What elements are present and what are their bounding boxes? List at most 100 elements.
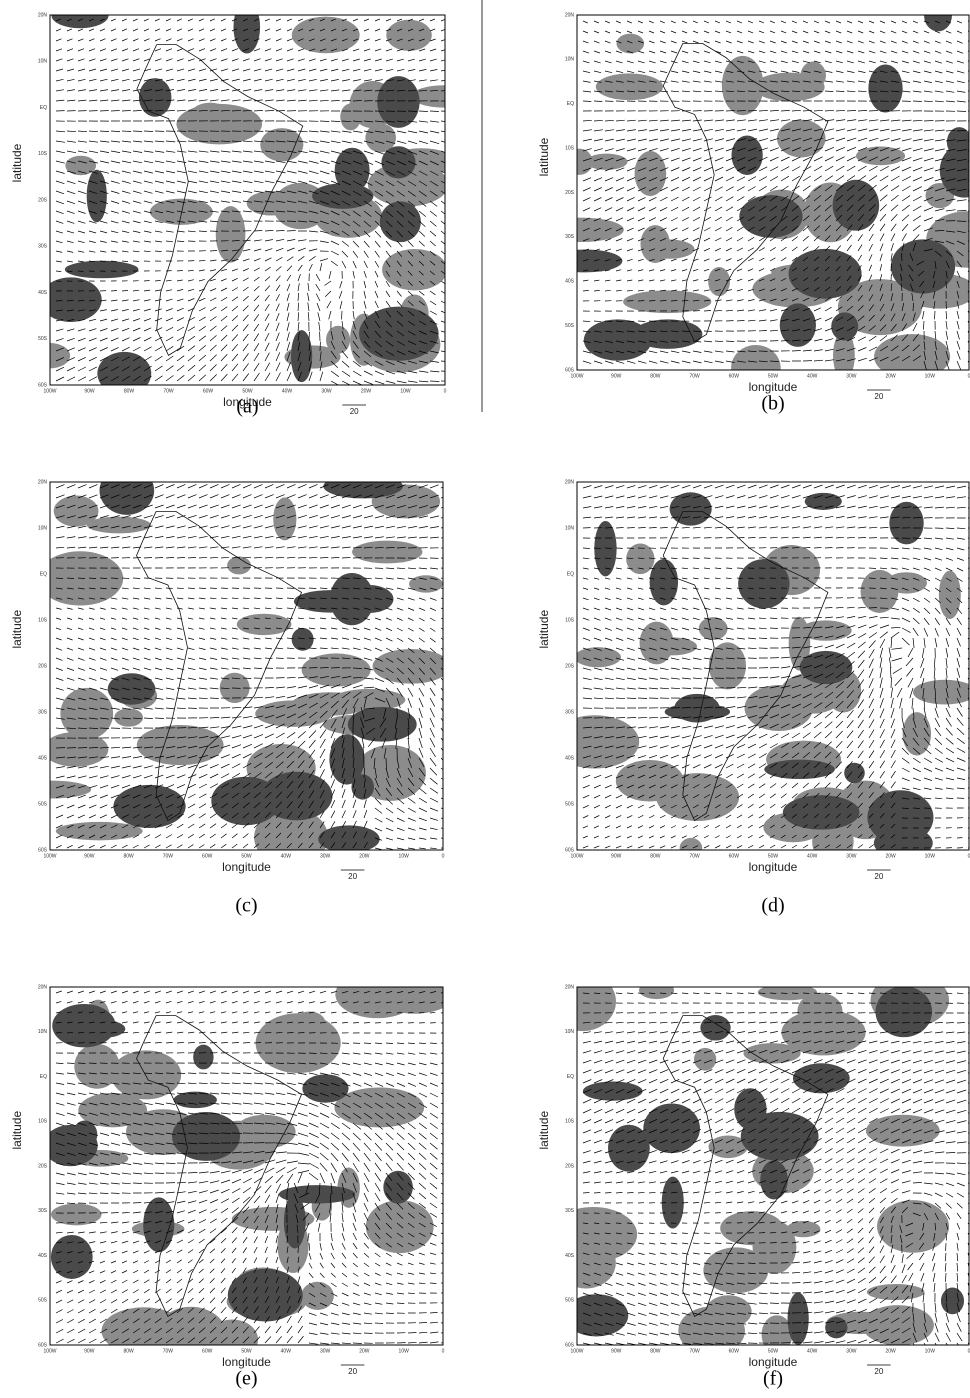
y-tick-label: 60S xyxy=(565,1342,575,1348)
x-tick-label: 40W xyxy=(807,373,818,379)
y-tick-label: 10N xyxy=(38,1029,48,1035)
x-tick-label: 70W xyxy=(163,388,174,394)
x-tick-label: 20W xyxy=(885,853,896,859)
map-content xyxy=(30,1,476,395)
shaded-region-light xyxy=(10,781,91,799)
x-axis-label: longitude xyxy=(222,860,271,874)
panel-label: (f) xyxy=(763,1368,783,1390)
shaded-region-light xyxy=(705,1295,751,1327)
shaded-region-light xyxy=(903,712,931,755)
y-tick-label: 60S xyxy=(38,847,48,853)
shaded-region-light xyxy=(237,614,292,635)
shaded-region-dark xyxy=(867,790,933,844)
shaded-region-dark xyxy=(700,1015,730,1041)
y-tick-label: 50S xyxy=(565,323,575,329)
shaded-region-dark xyxy=(608,1125,650,1172)
y-axis-label: latitude xyxy=(537,610,551,649)
y-tick-label: 40S xyxy=(38,755,48,761)
x-tick-label: 10W xyxy=(400,388,411,394)
shaded-region-dark xyxy=(52,1004,115,1047)
x-tick-label: 60W xyxy=(729,1348,740,1354)
x-tick-label: 90W xyxy=(84,853,95,859)
panel-label: (c) xyxy=(235,895,257,917)
shaded-region-dark xyxy=(805,493,842,510)
shaded-region-light xyxy=(187,103,233,138)
x-tick-label: 70W xyxy=(689,373,700,379)
x-tick-label: 100W xyxy=(570,853,583,859)
x-tick-label: 0 xyxy=(444,388,447,394)
shaded-region-light xyxy=(292,17,360,54)
y-tick-label: 50S xyxy=(38,336,48,342)
shaded-region-dark xyxy=(739,195,802,238)
x-tick-label: 50W xyxy=(241,853,252,859)
shaded-region-light xyxy=(867,1284,925,1300)
figure: 100W90W80W70W60W50W40W30W20W10W020N10NEQ… xyxy=(0,0,970,1398)
y-tick-label: EQ xyxy=(567,1074,574,1080)
shaded-region-dark xyxy=(143,1197,174,1252)
x-tick-label: 0 xyxy=(442,1348,445,1354)
x-tick-label: 20W xyxy=(885,373,896,379)
shaded-region-dark xyxy=(318,825,379,852)
shaded-region-dark xyxy=(643,1104,700,1154)
shaded-region-light xyxy=(596,73,663,100)
x-tick-label: 50W xyxy=(768,1348,779,1354)
shaded-region-light xyxy=(216,206,246,263)
shaded-region-light xyxy=(371,968,458,1013)
map-panel: 100W90W80W70W60W50W40W30W20W10W020N10NEQ… xyxy=(537,479,970,916)
shaded-region-light xyxy=(797,993,842,1030)
shaded-region-dark xyxy=(549,250,623,273)
map-panel: 100W90W80W70W60W50W40W30W20W10W020N10NEQ… xyxy=(10,968,458,1389)
x-tick-label: 40W xyxy=(281,1348,292,1354)
shaded-region-light xyxy=(745,685,813,731)
x-tick-label: 10W xyxy=(399,853,410,859)
shaded-region-light xyxy=(623,290,711,313)
map-content xyxy=(538,0,970,391)
y-tick-label: 50S xyxy=(565,1298,575,1304)
y-tick-label: 30S xyxy=(38,1208,48,1214)
shaded-region-dark xyxy=(279,1185,355,1203)
x-tick-label: 30W xyxy=(846,853,857,859)
y-tick-label: 10N xyxy=(38,59,48,65)
y-axis-label: latitude xyxy=(10,143,24,182)
shaded-region-dark xyxy=(783,795,860,829)
shaded-region-dark xyxy=(738,559,789,608)
y-tick-label: 50S xyxy=(38,1298,48,1304)
y-tick-label: 10N xyxy=(565,1029,575,1035)
reference-vector-label: 20 xyxy=(874,1367,883,1376)
y-tick-label: 60S xyxy=(38,382,48,388)
shaded-region-light xyxy=(566,149,592,175)
shaded-region-light xyxy=(800,62,825,90)
x-tick-label: 10W xyxy=(399,1348,410,1354)
shaded-region-dark xyxy=(113,785,185,828)
x-tick-label: 50W xyxy=(768,373,779,379)
shaded-region-dark xyxy=(891,239,955,293)
shaded-region-light xyxy=(886,572,927,593)
y-tick-label: 10S xyxy=(565,1119,575,1125)
y-tick-label: EQ xyxy=(567,571,574,577)
y-axis-label: latitude xyxy=(537,1111,551,1150)
shaded-region-dark xyxy=(825,1317,847,1338)
x-tick-label: 60W xyxy=(729,853,740,859)
x-tick-label: 40W xyxy=(282,388,293,394)
shaded-region-light xyxy=(51,1204,102,1226)
shaded-region-dark xyxy=(348,707,417,742)
shaded-region-dark xyxy=(583,1082,643,1101)
x-tick-label: 100W xyxy=(43,853,56,859)
shaded-region-light xyxy=(273,497,296,540)
x-tick-label: 50W xyxy=(242,388,253,394)
x-tick-label: 30W xyxy=(320,1348,331,1354)
shaded-region-dark xyxy=(377,76,419,128)
map-panel: 100W90W80W70W60W50W40W30W20W10W020N10NEQ… xyxy=(537,972,970,1390)
x-tick-label: 100W xyxy=(43,1348,56,1354)
y-tick-label: 10S xyxy=(38,1119,48,1125)
shaded-region-dark xyxy=(65,261,139,278)
shaded-region-light xyxy=(877,1200,949,1253)
panel-label: (d) xyxy=(761,895,784,917)
shaded-region-light xyxy=(301,1282,334,1310)
x-tick-label: 100W xyxy=(43,388,56,394)
shaded-region-light xyxy=(114,708,143,726)
shaded-region-dark xyxy=(87,170,107,223)
shaded-region-light xyxy=(551,715,640,768)
x-tick-label: 20W xyxy=(359,853,370,859)
